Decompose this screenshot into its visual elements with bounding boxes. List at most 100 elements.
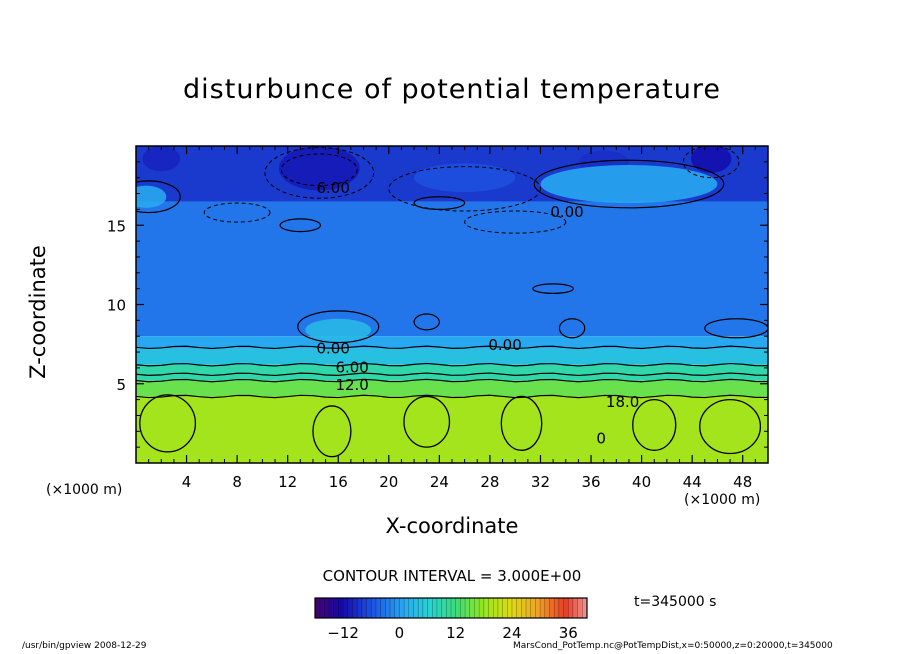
positive-anomaly-region (136, 185, 167, 208)
colorbar-swatch (315, 598, 320, 618)
colorbar-swatch (488, 598, 494, 618)
colorbar-swatch (324, 598, 330, 618)
contour-label: 0.00 (316, 339, 349, 357)
negative-contour-loop (464, 210, 567, 234)
negative-contour-loop (388, 166, 541, 212)
colorbar-swatch (436, 598, 442, 618)
colorbar-swatch (390, 598, 396, 618)
colorbar-swatch (474, 598, 480, 618)
colorbar-swatch (521, 598, 527, 618)
x-tick-label: 4 (182, 473, 192, 491)
colorbar-swatch (371, 598, 377, 618)
zero-contour-loop (533, 159, 725, 209)
contour-label: 0.00 (550, 203, 583, 221)
colorbar-swatch (479, 598, 485, 618)
time-label: t=345000 s (634, 594, 717, 610)
y-axis-label: Z-coordinate (26, 245, 50, 379)
colorbar-tick-label: −12 (327, 624, 359, 642)
contour-line (136, 394, 768, 399)
chart-title: disturbunce of potential temperature (183, 74, 721, 105)
zero-contour-loop (413, 196, 466, 211)
negative-contour-loop (203, 202, 271, 223)
negative-contour-loop (264, 147, 375, 199)
colorbar: −12 0 12 24 36 (314, 597, 588, 642)
colorbar-tick-label: 36 (559, 624, 578, 642)
colorbar-swatch (347, 598, 353, 618)
colorbar-swatch (563, 598, 569, 618)
colorbar-swatch (493, 598, 499, 618)
colorbar-swatch (404, 598, 410, 618)
colorbar-border (314, 597, 588, 619)
colorbar-swatch (418, 598, 424, 618)
field-band (136, 201, 768, 337)
contour-loop (403, 395, 451, 448)
field-band (136, 348, 768, 365)
x-tick-label: 8 (232, 473, 242, 491)
field-band (136, 396, 768, 463)
contour-loop (312, 405, 352, 458)
x-tick-label: 12 (278, 473, 297, 491)
contour-label: 18.0 (606, 393, 639, 411)
contour-label: 0 (596, 430, 606, 448)
colorbar-swatch (413, 598, 419, 618)
y-tick-label: 10 (107, 297, 126, 315)
zero-contour-loop (413, 313, 440, 331)
negative-anomaly-region (690, 146, 732, 173)
negative-anomaly-region (278, 146, 360, 191)
colorbar-swatch (530, 598, 536, 618)
contour-label: 0.00 (488, 336, 521, 354)
colorbar-swatch (526, 598, 532, 618)
colorbar-tick-label: 24 (502, 624, 521, 642)
x-tick-label: 40 (632, 473, 651, 491)
colorbar-swatch (408, 598, 414, 618)
colorbar-swatch (516, 598, 522, 618)
colorbar-swatch (460, 598, 466, 618)
colorbar-swatch (357, 598, 363, 618)
y-tick-label: 5 (116, 376, 126, 394)
colorbar-swatch (465, 598, 471, 618)
zero-contour-loop (532, 283, 574, 295)
colorbar-swatch (343, 598, 349, 618)
positive-anomaly-region (540, 165, 718, 204)
colorbar-swatch (451, 598, 456, 618)
x-axis-label: X-coordinate (385, 514, 519, 538)
x-unit-label-right: (×1000 m) (684, 492, 761, 508)
x-tick-label: 20 (379, 473, 398, 491)
x-tick-label: 28 (480, 473, 499, 491)
colorbar-swatch (582, 598, 588, 618)
contour-line (136, 345, 768, 350)
zero-contour-loop (297, 310, 380, 344)
colorbar-swatch (427, 598, 433, 618)
contour-label: 12.0 (335, 376, 368, 394)
x-tick-label: 16 (329, 473, 348, 491)
colorbar-swatch (483, 598, 489, 618)
contour-label: 6.00 (335, 358, 368, 376)
y-tick-label: 15 (107, 217, 126, 235)
colorbar-swatch (507, 598, 513, 618)
field-band (136, 380, 768, 397)
zero-contour-loop (558, 318, 586, 339)
contour-loop (632, 398, 677, 451)
x-tick-label: 32 (531, 473, 550, 491)
colorbar-swatch (568, 598, 574, 618)
colorbar-swatch (329, 598, 335, 618)
colorbar-swatch (549, 598, 555, 618)
field-band (136, 336, 768, 349)
negative-contour-loop (682, 146, 740, 179)
colorbar-swatch (394, 598, 400, 618)
contour-loop (500, 395, 543, 451)
colorbar-swatch (352, 598, 358, 618)
contour-interval-label: CONTOUR INTERVAL = 3.000E+00 (322, 567, 582, 585)
colorbar-swatch (535, 598, 541, 618)
contour-line (136, 372, 768, 377)
negative-anomaly-region (142, 146, 181, 172)
positive-anomaly-region (305, 318, 372, 341)
colorbar-swatch (399, 598, 405, 618)
contour-loop (699, 398, 762, 455)
colorbar-tick-label: 12 (446, 624, 465, 642)
contour-line (136, 378, 768, 383)
zero-contour-loop (704, 318, 768, 339)
